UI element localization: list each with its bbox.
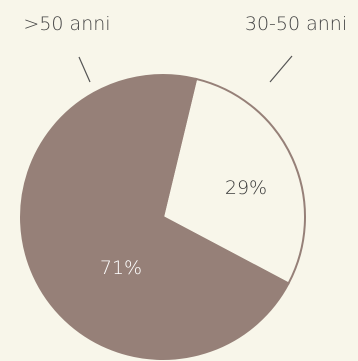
slice-value-label-over-50: 71% — [100, 257, 142, 279]
slice-value-label-30-50: 29% — [225, 177, 267, 199]
leader-lines — [78, 55, 293, 83]
category-label-over-50: >50 anni — [23, 13, 110, 35]
pie-slices — [20, 74, 306, 360]
leader-line-30-50 — [269, 55, 293, 83]
leader-line-over-50 — [78, 56, 91, 83]
pie-slice-30-50 — [161, 77, 306, 285]
pie-slice-over-50 — [20, 74, 290, 360]
category-label-30-50: 30-50 anni — [245, 13, 347, 35]
